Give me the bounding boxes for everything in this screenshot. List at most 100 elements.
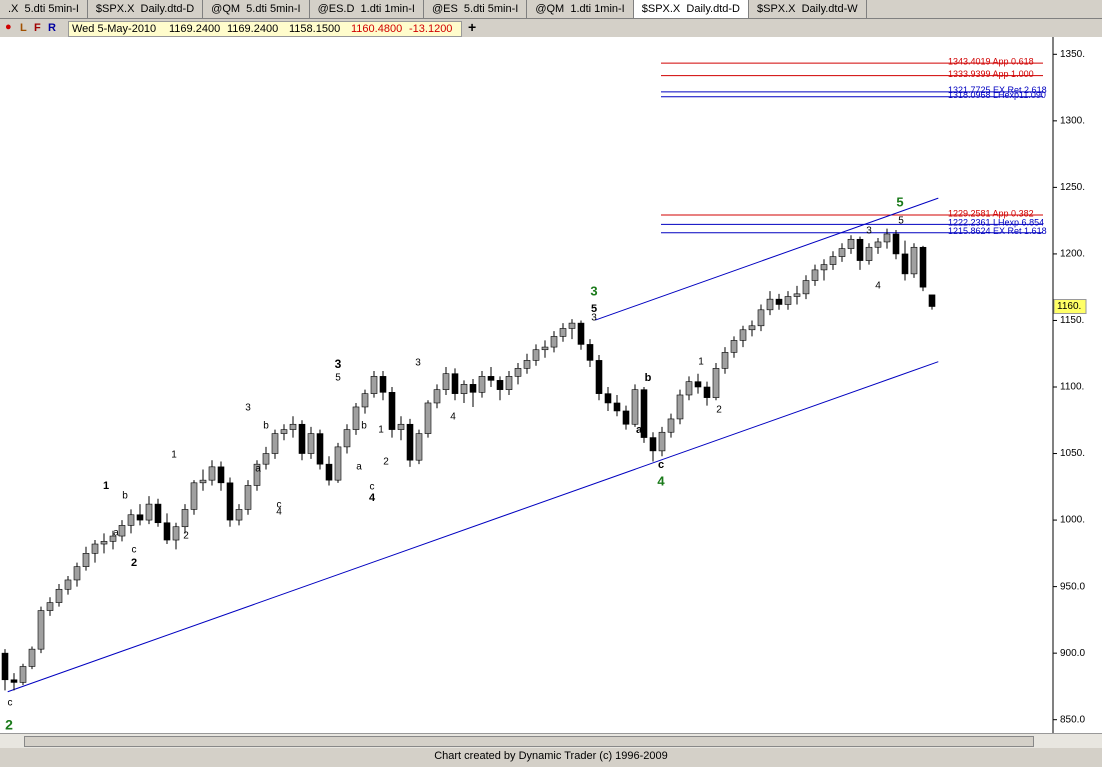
candle-body: [820, 264, 828, 271]
wave-label: 2: [383, 457, 389, 468]
candle-body: [703, 386, 711, 398]
tab[interactable]: .X 5.dti 5min-I: [0, 0, 88, 18]
high: 1169.2400: [227, 23, 279, 35]
candle-body: [478, 376, 486, 393]
candle-body: [505, 376, 513, 390]
candle-body: [496, 380, 504, 390]
candle-body: [406, 423, 414, 461]
record-dot[interactable]: ●: [5, 21, 12, 33]
candle-body: [37, 610, 45, 650]
wave-label: 2: [131, 557, 137, 569]
candle-body: [55, 588, 63, 603]
candle-body: [757, 309, 765, 327]
candle-body: [118, 525, 126, 537]
candle-body: [370, 376, 378, 394]
candle-body: [730, 340, 738, 353]
candle-body: [802, 280, 810, 295]
tool-button[interactable]: R: [48, 22, 56, 34]
level-label: 1215.8624 EX Ret 1.618: [948, 226, 1047, 236]
candle-body: [163, 522, 171, 541]
wave-label: 5: [591, 303, 597, 315]
candle-body: [793, 293, 801, 297]
tab[interactable]: @ES 5.dti 5min-I: [424, 0, 528, 18]
tab[interactable]: @QM 5.dti 5min-I: [203, 0, 310, 18]
candle-body: [172, 526, 180, 541]
scroll-thumb[interactable]: [24, 736, 1034, 747]
candle-body: [226, 482, 234, 521]
candle-body: [190, 482, 198, 510]
wave-label: 4: [369, 492, 376, 504]
wave-label: 3: [335, 357, 342, 371]
price-tag-label: 1160.: [1057, 301, 1081, 312]
candle-body: [640, 389, 648, 438]
wave-label: 4: [657, 473, 665, 488]
wave-label: b: [645, 372, 652, 384]
candle-body: [46, 602, 54, 611]
candle-body: [145, 503, 153, 521]
candle-body: [541, 346, 549, 351]
scrollbar[interactable]: [0, 733, 1102, 748]
tab[interactable]: @ES.D 1.dti 1min-I: [310, 0, 424, 18]
candle-body: [586, 344, 594, 361]
candle-body: [694, 381, 702, 388]
candle-body: [91, 543, 99, 554]
candle-body: [928, 294, 936, 307]
candle-body: [442, 373, 450, 390]
wave-label: b: [361, 421, 367, 432]
candle-body: [532, 349, 540, 361]
wave-label: 2: [5, 717, 13, 733]
candle-body: [874, 241, 882, 248]
candle-body: [676, 394, 684, 420]
candle-body: [712, 368, 720, 398]
wave-label: 3: [590, 283, 597, 298]
candle-body: [208, 466, 216, 481]
y-tick-label: 1250.: [1060, 182, 1085, 193]
level-label: 1321.7725 EX Ret 2.618: [948, 85, 1047, 95]
tab[interactable]: $SPX.X Daily.dtd-D: [88, 0, 204, 18]
wave-label: 1: [698, 357, 704, 368]
tab[interactable]: $SPX.X Daily.dtd-W: [749, 0, 867, 18]
candle-body: [568, 322, 576, 329]
y-tick-label: 1150.: [1060, 315, 1084, 326]
candle-body: [838, 248, 846, 257]
trendline: [595, 197, 939, 321]
info-bar: Wed 5-May-2010 1169.2400 1169.2400 1158.…: [68, 21, 462, 37]
candle-body: [217, 466, 225, 484]
candle-body: [451, 373, 459, 394]
tool-button[interactable]: F: [34, 22, 41, 34]
tab[interactable]: @QM 1.dti 1min-I: [527, 0, 634, 18]
candle-body: [271, 433, 279, 454]
y-tick-label: 850.0: [1060, 714, 1085, 725]
candle-body: [379, 376, 387, 393]
wave-label: 4: [276, 507, 282, 518]
candle-body: [433, 389, 441, 404]
candle-body: [388, 392, 396, 430]
y-tick-label: 950.0: [1060, 581, 1085, 592]
level-label: 1222.2361 LHexp 6.854: [948, 218, 1044, 228]
tab-bar: .X 5.dti 5min-I $SPX.X Daily.dtd-D @QM 5…: [0, 0, 1102, 19]
candle-body: [919, 246, 927, 288]
wave-label: 4: [875, 281, 881, 292]
date: Wed 5-May-2010: [72, 23, 157, 35]
candle-body: [343, 429, 351, 448]
candle-body: [784, 296, 792, 305]
candle-body: [325, 463, 333, 481]
candle-body: [847, 238, 855, 249]
tool-button[interactable]: +: [468, 19, 477, 35]
low: 1158.1500: [289, 23, 341, 35]
tool-button[interactable]: L: [20, 22, 27, 34]
candle-body: [550, 336, 558, 348]
candle-body: [298, 423, 306, 454]
wave-label: c: [658, 459, 664, 471]
wave-label: c: [8, 698, 13, 709]
wave-label: b: [122, 491, 128, 502]
wave-label: 2: [183, 531, 189, 542]
wave-label: b: [263, 421, 269, 432]
tab[interactable]: $SPX.X Daily.dtd-D: [633, 0, 749, 18]
level-label: 1318.0968 LHexp11.090: [948, 90, 1046, 100]
wave-label: c: [370, 482, 375, 493]
y-tick-label: 900.0: [1060, 648, 1085, 659]
candle-body: [595, 360, 603, 394]
candle-body: [487, 376, 495, 381]
y-tick-label: 1200.: [1060, 249, 1085, 260]
